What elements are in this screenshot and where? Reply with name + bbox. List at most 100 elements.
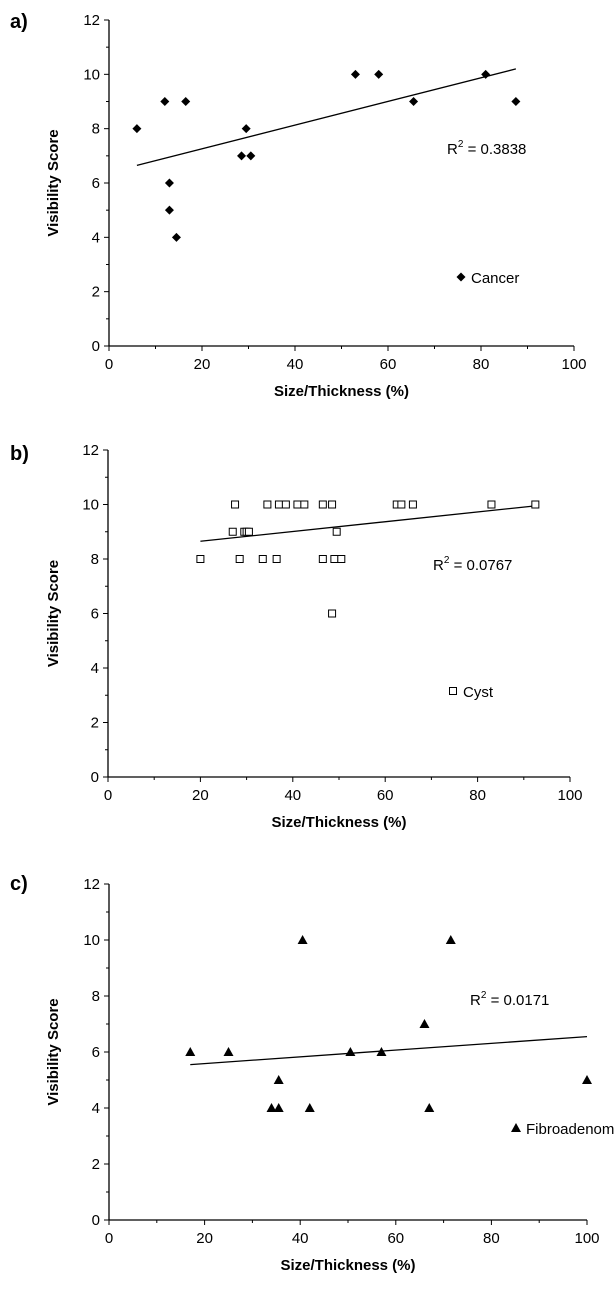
y-tick-label: 6 bbox=[92, 175, 100, 192]
data-point bbox=[281, 500, 290, 509]
y-tick-label: 2 bbox=[92, 1156, 100, 1173]
x-tick-label: 60 bbox=[380, 356, 397, 373]
y-tick-label: 8 bbox=[92, 988, 100, 1005]
x-tick-label: 100 bbox=[561, 356, 586, 373]
data-point bbox=[419, 1019, 430, 1028]
x-tick-label: 0 bbox=[105, 1230, 113, 1247]
r-squared-label: R2 = 0.3838 bbox=[447, 139, 526, 158]
data-point bbox=[511, 97, 521, 106]
data-point bbox=[235, 555, 244, 563]
y-tick-label: 10 bbox=[83, 932, 100, 949]
legend-label: Cancer bbox=[471, 270, 519, 287]
data-point bbox=[374, 69, 384, 79]
x-tick-label: 20 bbox=[194, 356, 211, 373]
legend-marker bbox=[449, 687, 457, 695]
y-tick-label: 10 bbox=[82, 497, 99, 514]
data-point bbox=[266, 1103, 277, 1112]
y-tick-label: 6 bbox=[91, 606, 99, 623]
y-tick-label: 4 bbox=[91, 660, 99, 677]
data-point bbox=[300, 500, 309, 509]
y-tick-label: 10 bbox=[83, 66, 100, 83]
y-tick-label: 6 bbox=[92, 1044, 100, 1061]
legend: Fibroadenoma bbox=[511, 1121, 614, 1138]
data-point bbox=[409, 97, 419, 106]
x-tick-label: 40 bbox=[287, 356, 304, 373]
data-point bbox=[237, 151, 247, 161]
x-axis-title: Size/Thickness (%) bbox=[280, 1257, 415, 1274]
x-tick-label: 80 bbox=[473, 356, 490, 373]
data-point bbox=[445, 935, 456, 944]
data-point bbox=[228, 527, 237, 536]
data-point bbox=[582, 1075, 592, 1084]
data-point bbox=[487, 500, 496, 509]
x-axis-title: Size/Thickness (%) bbox=[274, 383, 409, 400]
y-axis-title: Visibility Score bbox=[45, 560, 62, 667]
y-tick-label: 4 bbox=[92, 229, 100, 246]
data-point bbox=[171, 232, 181, 242]
data-point bbox=[304, 1103, 315, 1112]
x-tick-label: 80 bbox=[469, 787, 486, 804]
data-point bbox=[332, 527, 341, 536]
trendline bbox=[200, 505, 536, 542]
data-point bbox=[424, 1103, 435, 1112]
r-squared-label: R2 = 0.0767 bbox=[433, 555, 512, 574]
legend-marker bbox=[511, 1123, 521, 1132]
y-tick-label: 2 bbox=[92, 284, 100, 301]
y-tick-label: 8 bbox=[92, 121, 100, 138]
data-point bbox=[293, 500, 302, 509]
data-point bbox=[274, 500, 283, 509]
data-point bbox=[330, 555, 339, 563]
y-tick-label: 0 bbox=[91, 769, 99, 786]
legend: Cyst bbox=[449, 684, 494, 701]
panel-label: a) bbox=[10, 11, 28, 33]
data-point bbox=[196, 555, 205, 563]
data-point bbox=[241, 124, 251, 134]
chart-panel-3: c) 0 2 4 6 8 10 12 0 20 40 60 80 100 Size/Thickness (%… bbox=[10, 873, 614, 1274]
y-tick-label: 12 bbox=[83, 12, 100, 29]
data-point bbox=[318, 500, 327, 509]
data-point bbox=[263, 500, 272, 509]
x-tick-label: 20 bbox=[196, 1230, 213, 1247]
data-point bbox=[376, 1047, 387, 1056]
legend-marker bbox=[456, 272, 466, 282]
data-point bbox=[185, 1047, 196, 1056]
data-point bbox=[273, 1075, 284, 1084]
data-point bbox=[273, 1103, 284, 1112]
y-axis-title: Visibility Score bbox=[45, 998, 62, 1105]
data-point bbox=[337, 555, 346, 563]
data-point bbox=[408, 500, 417, 509]
panel-label: b) bbox=[10, 443, 29, 465]
data-point bbox=[164, 205, 174, 215]
x-tick-label: 100 bbox=[557, 787, 582, 804]
legend-label: Fibroadenoma bbox=[526, 1121, 614, 1138]
data-point bbox=[223, 1047, 234, 1056]
data-point bbox=[397, 500, 406, 509]
y-tick-label: 0 bbox=[92, 1212, 100, 1229]
x-tick-label: 80 bbox=[483, 1230, 500, 1247]
panel-label: c) bbox=[10, 873, 28, 895]
x-tick-label: 0 bbox=[105, 356, 113, 373]
data-point bbox=[531, 500, 540, 509]
x-tick-label: 20 bbox=[192, 787, 209, 804]
data-point bbox=[246, 151, 256, 161]
r-squared-label: R2 = 0.0171 bbox=[470, 990, 549, 1009]
y-tick-label: 12 bbox=[82, 442, 99, 459]
y-tick-label: 4 bbox=[92, 1100, 100, 1117]
chart-panel-1: a) 0 2 4 6 8 10 12 0 20 40 60 80 100 Size/Thickness (%… bbox=[10, 11, 587, 400]
x-tick-label: 40 bbox=[292, 1230, 309, 1247]
data-point bbox=[132, 124, 142, 134]
y-axis-title: Visibility Score bbox=[45, 129, 62, 236]
data-point bbox=[328, 609, 337, 618]
trendline bbox=[136, 68, 517, 166]
x-tick-label: 100 bbox=[574, 1230, 599, 1247]
y-tick-label: 0 bbox=[92, 338, 100, 355]
x-tick-label: 0 bbox=[104, 787, 112, 804]
x-tick-label: 40 bbox=[284, 787, 301, 804]
y-tick-label: 8 bbox=[91, 551, 99, 568]
chart-panel-2: b) 0 2 4 6 8 10 12 0 20 40 60 80 100 Size/Thickness (%… bbox=[10, 442, 583, 831]
data-point bbox=[244, 527, 253, 536]
x-tick-label: 60 bbox=[377, 787, 394, 804]
data-point bbox=[272, 555, 281, 563]
y-tick-label: 2 bbox=[91, 715, 99, 732]
